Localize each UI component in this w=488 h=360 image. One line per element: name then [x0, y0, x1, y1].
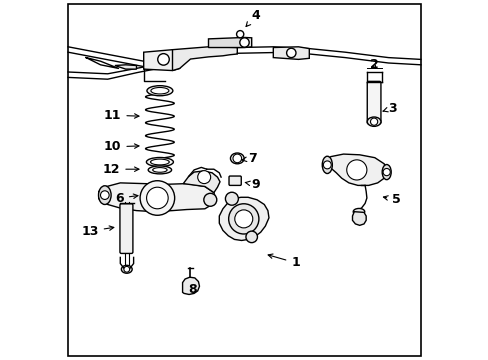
Circle shape	[232, 154, 241, 163]
Circle shape	[286, 48, 295, 58]
Text: 9: 9	[244, 178, 259, 191]
Text: 7: 7	[242, 152, 256, 165]
Circle shape	[346, 160, 366, 180]
Text: 5: 5	[383, 193, 400, 206]
Text: 13: 13	[81, 225, 114, 238]
Text: 8: 8	[187, 283, 196, 296]
Polygon shape	[183, 171, 220, 193]
Polygon shape	[182, 277, 199, 294]
Polygon shape	[323, 154, 386, 185]
Ellipse shape	[150, 159, 169, 165]
Polygon shape	[352, 212, 366, 225]
Text: 10: 10	[103, 140, 139, 153]
Circle shape	[158, 54, 169, 65]
Polygon shape	[219, 197, 268, 240]
Circle shape	[123, 266, 129, 272]
Ellipse shape	[152, 168, 167, 172]
Ellipse shape	[146, 86, 172, 96]
Ellipse shape	[322, 156, 332, 174]
FancyBboxPatch shape	[228, 176, 241, 185]
Text: 6: 6	[115, 192, 138, 204]
Ellipse shape	[98, 186, 111, 204]
Ellipse shape	[151, 87, 168, 94]
Circle shape	[140, 181, 174, 215]
Circle shape	[228, 204, 258, 234]
Polygon shape	[99, 183, 215, 212]
Circle shape	[203, 193, 216, 206]
Text: 4: 4	[245, 9, 260, 27]
Circle shape	[101, 191, 109, 199]
Ellipse shape	[382, 165, 390, 180]
Circle shape	[146, 187, 168, 209]
Polygon shape	[143, 50, 179, 71]
Circle shape	[234, 210, 252, 228]
Circle shape	[197, 171, 210, 184]
Circle shape	[236, 31, 244, 38]
Text: 11: 11	[103, 109, 139, 122]
FancyBboxPatch shape	[120, 204, 133, 253]
FancyBboxPatch shape	[366, 81, 380, 124]
Ellipse shape	[148, 166, 171, 174]
Circle shape	[225, 192, 238, 205]
Polygon shape	[208, 37, 251, 48]
Ellipse shape	[352, 208, 364, 215]
Text: 1: 1	[267, 254, 300, 269]
Circle shape	[323, 161, 330, 169]
Polygon shape	[115, 65, 136, 69]
Ellipse shape	[230, 153, 244, 164]
Polygon shape	[172, 47, 237, 71]
Circle shape	[382, 168, 389, 176]
Circle shape	[370, 118, 377, 125]
Circle shape	[245, 231, 257, 243]
Ellipse shape	[121, 265, 132, 273]
Polygon shape	[273, 47, 309, 59]
Circle shape	[239, 38, 249, 47]
Text: 2: 2	[370, 58, 378, 71]
Ellipse shape	[146, 158, 173, 166]
Text: 12: 12	[102, 163, 139, 176]
Text: 3: 3	[382, 102, 396, 114]
Ellipse shape	[366, 117, 380, 126]
